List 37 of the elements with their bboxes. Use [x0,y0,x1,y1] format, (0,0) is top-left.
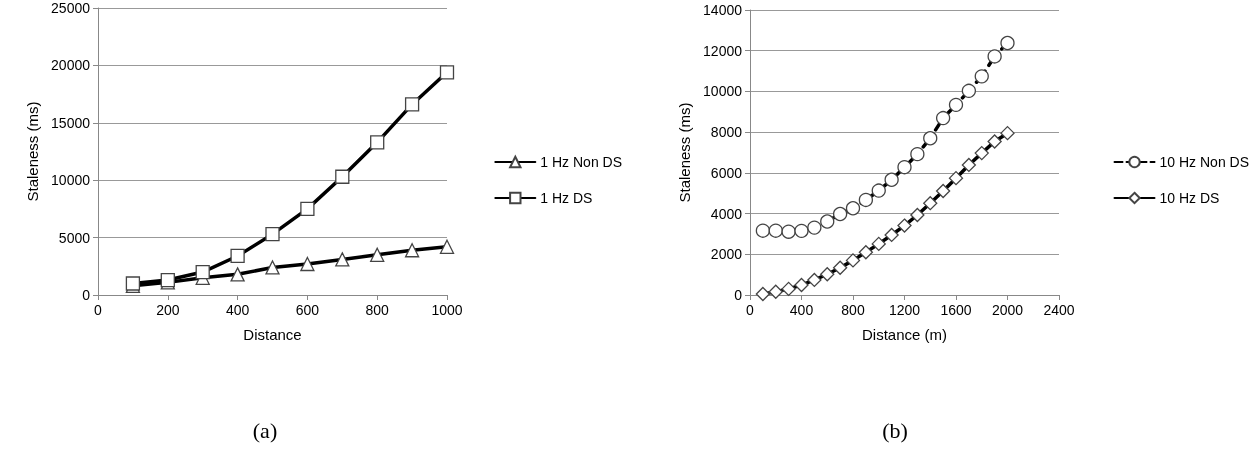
y-tick-label: 14000 [703,2,743,18]
legend-label: 10 Hz Non DS [1159,154,1249,170]
x-tick-label: 0 [746,302,755,318]
x-tick-label: 400 [225,302,250,318]
y-tick-label: 25000 [51,0,91,16]
y-tick-label: 0 [734,287,743,303]
y-axis-title: Staleness (ms) [24,101,41,202]
x-tick-label: 2000 [991,302,1024,318]
y-tick-label: 2000 [710,246,743,263]
text: (a) [252,418,278,444]
x-axis-title: Distance [243,326,302,343]
legend-label: 1 Hz Non DS [540,154,623,170]
y-tick-label: 15000 [51,114,91,131]
y-tick-label: 5000 [58,229,91,246]
x-tick-label: 600 [295,302,320,318]
y-tick-label: 12000 [703,42,743,59]
x-tick-label: 2400 [1043,302,1075,318]
y-axis-title: Staleness (ms) [676,102,693,203]
y-tick-label: 6000 [710,164,743,181]
x-tick-label: 1000 [431,302,463,318]
y-tick-label: 8000 [710,124,743,141]
x-tick-label: 800 [841,302,865,318]
y-tick-label: 10000 [703,83,743,100]
x-tick-label: 0 [94,302,103,318]
y-tick-label: 10000 [51,172,91,189]
y-tick-label: 0 [82,287,91,303]
x-tick-label: 400 [789,302,814,318]
legend-label: 1 Hz DS [540,190,593,206]
x-tick-label: 1200 [888,302,921,318]
y-tick-label: 20000 [51,57,91,74]
legend-label: 10 Hz DS [1159,190,1220,206]
x-axis-title: Distance (m) [861,326,948,343]
x-tick-label: 1600 [940,302,972,318]
text: (b) [882,418,908,444]
x-tick-label: 800 [365,302,390,318]
x-tick-label: 200 [156,302,180,318]
y-tick-label: 4000 [710,205,743,222]
